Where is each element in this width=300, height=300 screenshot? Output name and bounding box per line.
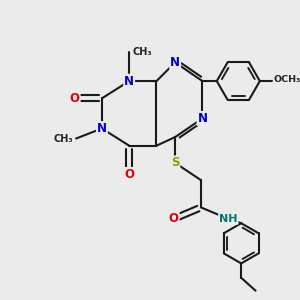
Text: O: O	[124, 168, 134, 181]
Text: O: O	[70, 92, 80, 105]
Text: NH: NH	[219, 214, 238, 224]
Text: N: N	[97, 122, 107, 135]
Text: OCH₃: OCH₃	[274, 75, 300, 84]
Text: CH₃: CH₃	[53, 134, 73, 143]
Text: CH₃: CH₃	[132, 47, 152, 57]
Text: N: N	[170, 56, 180, 69]
Text: O: O	[169, 212, 179, 225]
Text: N: N	[197, 112, 207, 125]
Text: N: N	[124, 75, 134, 88]
Text: S: S	[171, 156, 179, 170]
